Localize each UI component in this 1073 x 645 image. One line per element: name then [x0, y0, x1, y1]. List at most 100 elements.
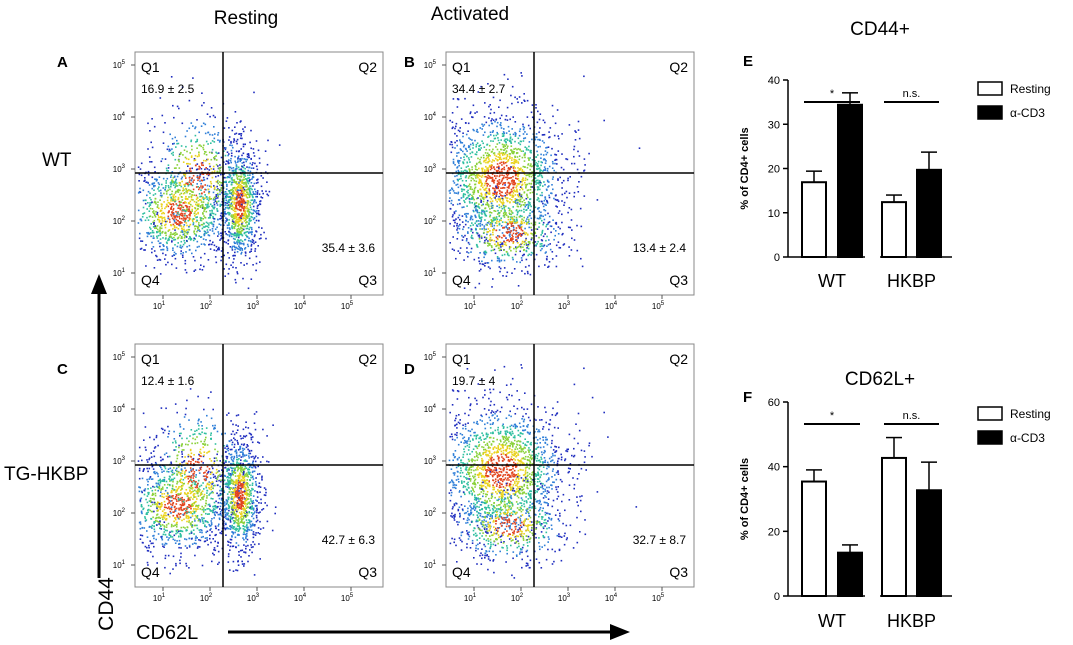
y-tick-label: 40 — [768, 75, 780, 87]
quadrant-label-q1: Q1 — [452, 351, 471, 367]
flow-panel-c: C Q1 Q2 Q3 Q4 12.4 ± 1.6 42.7 ± 6.3 101 101 102 10… — [57, 343, 384, 603]
x-tick-label: 102 — [511, 593, 524, 603]
x-tick-label: 102 — [200, 593, 213, 603]
y-tick-label: 101 — [424, 560, 437, 570]
y-tick-label: 104 — [113, 404, 126, 414]
flow-panels: A Q1 Q2 Q3 Q4 16.9 ± 2.5 35.4 ± 3.6 101 101 102 10… — [57, 51, 695, 603]
q3-percentage: 13.4 ± 2.4 — [633, 241, 687, 255]
quadrant-label-q1: Q1 — [141, 351, 160, 367]
density-scatter — [448, 72, 641, 289]
category-label: HKBP — [887, 611, 936, 631]
q3-percentage: 35.4 ± 3.6 — [322, 241, 376, 255]
quadrant-label-q3: Q3 — [669, 272, 688, 288]
y-tick-label: 101 — [424, 268, 437, 278]
x-tick-label: 104 — [294, 301, 307, 311]
cd44-axis-label: CD44 — [95, 577, 118, 631]
q3-percentage: 32.7 ± 8.7 — [633, 533, 687, 547]
x-tick-label: 105 — [652, 593, 665, 603]
y-tick-label: 103 — [424, 164, 437, 174]
legend-label: Resting — [1010, 407, 1051, 421]
y-tick-label: 20 — [768, 164, 780, 176]
bar — [837, 551, 863, 598]
chart-title: CD44+ — [850, 19, 910, 40]
legend-swatch — [977, 430, 1003, 445]
y-tick-label: 10 — [768, 208, 780, 220]
y-tick-label: 101 — [113, 560, 126, 570]
legend-label: Resting — [1010, 82, 1051, 96]
cd44-axis-arrow — [91, 274, 107, 578]
x-tick-label: 105 — [341, 593, 354, 603]
quadrant-label-q4: Q4 — [452, 564, 471, 580]
x-tick-label: 102 — [200, 301, 213, 311]
q1-percentage: 16.9 ± 2.5 — [141, 82, 195, 96]
quadrant-label-q4: Q4 — [452, 272, 471, 288]
significance-label: n.s. — [903, 410, 921, 422]
panel-letter: F — [743, 389, 752, 406]
q1-percentage: 34.4 ± 2.7 — [452, 82, 506, 96]
column-title-resting: Resting — [214, 8, 278, 29]
legend-swatch — [977, 105, 1003, 120]
quadrant-label-q3: Q3 — [358, 272, 377, 288]
y-tick-label: 103 — [113, 456, 126, 466]
y-tick-label: 104 — [113, 112, 126, 122]
density-scatter — [448, 364, 638, 579]
y-tick-label: 105 — [113, 60, 126, 70]
bar-charts: E CD44+ 0 10 20 30 40 % of CD4+ cells WT * HKBP n.s… — [739, 19, 1051, 631]
x-tick-label: 104 — [605, 593, 618, 603]
x-tick-label: 102 — [511, 301, 524, 311]
x-tick-label: 104 — [605, 301, 618, 311]
quadrant-label-q2: Q2 — [669, 59, 688, 75]
y-tick-label: 102 — [113, 216, 126, 226]
y-tick-label: 105 — [113, 352, 126, 362]
bar-chart-f: F CD62L+ 0 20 40 60 % of CD4+ cells WT * HKBP n.s.… — [739, 369, 1051, 631]
y-tick-label: 105 — [424, 352, 437, 362]
y-tick-label: 30 — [768, 119, 780, 131]
panel-letter: D — [404, 361, 415, 378]
flow-panel-a: A Q1 Q2 Q3 Q4 16.9 ± 2.5 35.4 ± 3.6 101 101 102 10… — [57, 51, 384, 311]
legend-swatch — [977, 406, 1003, 421]
q3-percentage: 42.7 ± 6.3 — [322, 533, 376, 547]
bar — [801, 480, 827, 598]
bar — [916, 168, 942, 258]
y-tick-label: 102 — [113, 508, 126, 518]
legend-label: α-CD3 — [1010, 106, 1045, 120]
y-tick-label: 20 — [768, 526, 780, 538]
y-axis-label: % of CD4+ cells — [739, 127, 751, 209]
quadrant-label-q2: Q2 — [358, 351, 377, 367]
panel-letter: C — [57, 361, 68, 378]
bar — [837, 103, 863, 258]
y-tick-label: 104 — [424, 112, 437, 122]
bar — [881, 201, 907, 259]
column-title-activated: Activated — [431, 4, 509, 25]
quadrant-label-q3: Q3 — [669, 564, 688, 580]
quadrant-label-q2: Q2 — [669, 351, 688, 367]
x-tick-label: 101 — [464, 301, 477, 311]
y-tick-label: 105 — [424, 60, 437, 70]
quadrant-label-q4: Q4 — [141, 564, 160, 580]
quadrant-label-q2: Q2 — [358, 59, 377, 75]
cd62l-axis-label: CD62L — [136, 622, 198, 644]
quadrant-label-q3: Q3 — [358, 564, 377, 580]
x-tick-label: 103 — [558, 301, 571, 311]
q1-percentage: 19.7 ± 4 — [452, 374, 496, 388]
legend-label: α-CD3 — [1010, 431, 1045, 445]
y-tick-label: 103 — [113, 164, 126, 174]
x-tick-label: 105 — [341, 301, 354, 311]
bar — [881, 456, 907, 598]
y-tick-label: 101 — [113, 268, 126, 278]
chart-title: CD62L+ — [845, 369, 915, 390]
y-tick-label: 60 — [768, 397, 780, 409]
quadrant-label-q4: Q4 — [141, 272, 160, 288]
x-tick-label: 103 — [247, 301, 260, 311]
quadrant-label-q1: Q1 — [452, 59, 471, 75]
significance-label: * — [830, 410, 835, 422]
x-tick-label: 103 — [247, 593, 260, 603]
x-tick-label: 101 — [153, 593, 166, 603]
y-tick-label: 102 — [424, 508, 437, 518]
y-tick-label: 103 — [424, 456, 437, 466]
panel-letter: B — [404, 54, 415, 71]
y-axis-label: % of CD4+ cells — [739, 458, 751, 540]
row-label-tg-hkbp: TG-HKBP — [4, 464, 88, 485]
panel-letter: E — [743, 53, 753, 70]
